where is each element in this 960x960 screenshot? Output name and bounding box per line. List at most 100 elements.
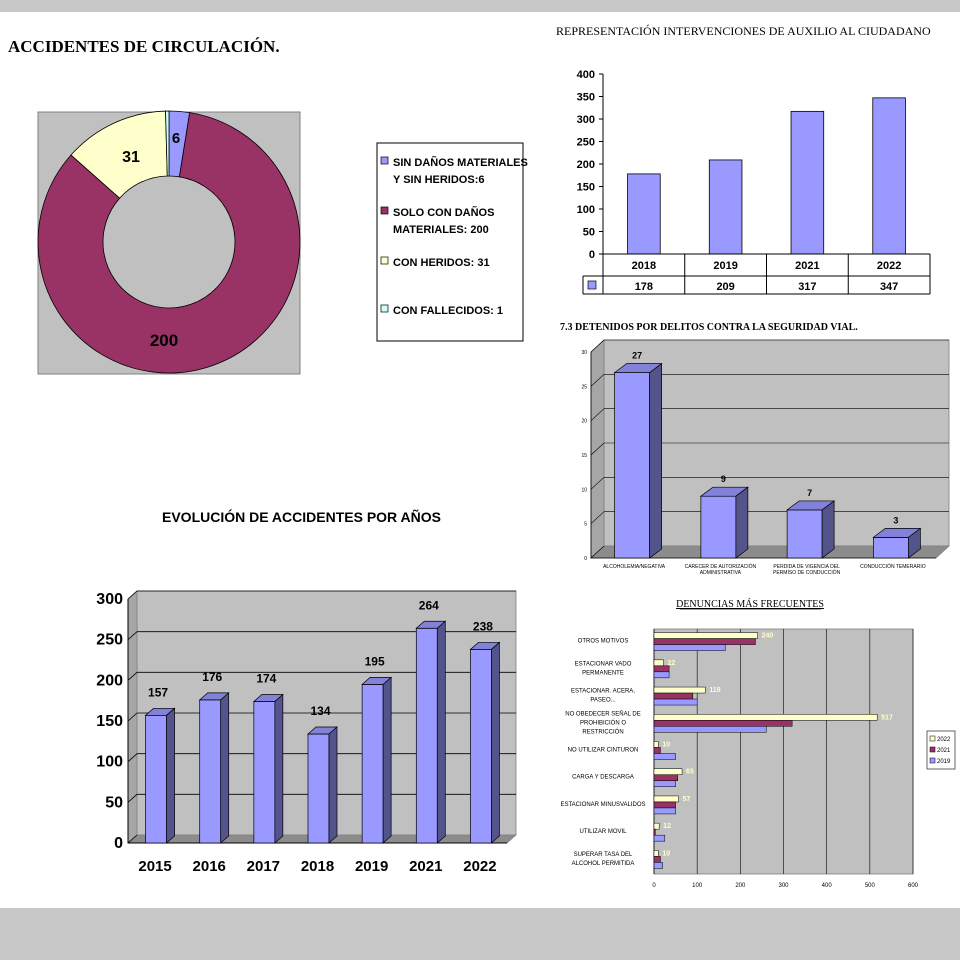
detenidos-ytick-3: 15 (581, 453, 587, 459)
denuncias-bar-2021-2 (653, 692, 694, 700)
accidentes-legend: SIN DAÑOS MATERIALES Y SIN HERIDOS:6 SOLO… (376, 142, 528, 342)
evolucion-bar-2-side (274, 693, 284, 844)
denuncias-data-label-1: 22 (667, 660, 675, 667)
detenidos-ytick-mark-4 (590, 408, 605, 421)
detenidos-bar-3-side (908, 527, 921, 559)
detenidos-bar-2-side (821, 500, 835, 559)
denuncias-ylabel-2: ESTACIONAR. ACERA, PASEO... (571, 689, 635, 704)
auxilio-bar-3 (872, 97, 906, 255)
detenidos-bar-1-side (735, 486, 749, 559)
denuncias-bar-2021-4 (653, 747, 661, 754)
denuncias-ylabel-7: UTILIZAR MOVIL (579, 829, 627, 835)
evolucion-data-label-2: 174 (256, 671, 276, 685)
detenidos-ytick-1: 5 (584, 522, 587, 528)
evolucion-ytick-4: 200 (96, 672, 123, 689)
legend-swatch-2 (380, 256, 389, 265)
pie-label-2: 31 (122, 149, 140, 166)
evolucion-xlabel-1: 2016 (193, 858, 226, 875)
evolucion-ytick-mark-4 (127, 672, 138, 681)
auxilio-table-value-2: 317 (798, 281, 816, 293)
evolucion-bar-4 (361, 684, 384, 844)
legend-swatch-1 (380, 206, 389, 215)
pie-slice-1 (37, 112, 301, 374)
pie-label-0: 6 (172, 130, 180, 147)
denuncias-ylabel-4: NO UTILIZAR CINTURON (568, 748, 639, 754)
legend-box (376, 142, 524, 342)
detenidos-ytick-4: 20 (581, 419, 587, 425)
denuncias-data-label-0: 240 (762, 633, 774, 640)
auxilio-xlabel-0: 2018 (632, 260, 656, 272)
evolucion-data-label-4: 195 (365, 654, 385, 668)
evolucion-ytick-3: 150 (96, 713, 123, 730)
auxilio-ytick-1: 50 (583, 227, 595, 239)
denuncias-bar-2022-5 (653, 768, 683, 775)
auxilio-ytick-7: 350 (577, 92, 595, 104)
denuncias-bar-2021-7 (653, 828, 656, 836)
denuncias-bar-2019-2 (653, 698, 698, 706)
denuncias-bar-2019-4 (653, 753, 676, 760)
denuncias-xtick-1: 100 (692, 883, 703, 889)
evolucion-ytick-1: 50 (105, 794, 123, 811)
denuncias-ylabel-0: OTROS MOTIVOS (578, 639, 629, 645)
denuncias-bar-2022-7 (653, 822, 660, 830)
denuncias-xtick-0: 0 (652, 883, 656, 889)
denuncias-xtick-5: 500 (865, 883, 876, 889)
denuncias-bar-2021-6 (653, 801, 676, 809)
detenidos-xlabel-2: PERDIDA DE VIGENCIA DEL PERMISO DE CONDUC… (773, 564, 841, 576)
detenidos-data-label-1: 9 (721, 474, 726, 484)
denuncias-bar-2022-2 (653, 686, 706, 694)
evolucion-data-label-1: 176 (202, 670, 222, 684)
pie-slice-3 (165, 110, 170, 177)
evolucion-data-label-6: 238 (473, 619, 493, 633)
detenidos-xlabel-0: ALCOHOLEMIA/NEGATIVA (603, 564, 666, 570)
detenidos-bar-0-side (649, 362, 662, 559)
auxilio-bar-2 (790, 110, 825, 255)
pie-label-1: 200 (150, 331, 178, 350)
detenidos-data-label-0: 27 (632, 351, 642, 361)
detenidos-title: 7.3 DETENIDOS POR DELITOS CONTRA LA SEGU… (560, 322, 858, 333)
evolucion-data-label-3: 134 (310, 704, 330, 718)
denuncias-legend-swatch-2019 (929, 757, 936, 764)
evolucion-ytick-mark-1 (127, 794, 138, 803)
legend-label-0: SIN DAÑOS MATERIALES Y SIN HERIDOS:6 (393, 156, 528, 186)
detenidos-bar-1 (700, 495, 737, 559)
denuncias-bar-2021-0 (653, 638, 756, 645)
denuncias-bar-2022-6 (653, 795, 679, 803)
evolucion-bar-6 (470, 649, 492, 844)
detenidos-data-label-2: 7 (807, 488, 812, 498)
auxilio-ytick-5: 250 (577, 137, 595, 149)
auxilio-bar-1 (708, 159, 743, 255)
auxilio-ytick-6: 300 (577, 114, 595, 126)
evolucion-ytick-5: 250 (96, 632, 123, 649)
evolucion-xlabel-6: 2022 (463, 858, 496, 875)
detenidos-ytick-5: 25 (581, 384, 587, 390)
evolucion-ytick-mark-0 (127, 834, 138, 844)
detenidos-bar-2 (786, 509, 823, 559)
evolucion-bar-2 (253, 701, 276, 844)
evolucion-ytick-mark-5 (127, 631, 138, 640)
auxilio-table-swatch (587, 280, 597, 290)
evolucion-chart: 0 50 100 150 200 250 300 157 2015 176 2016 174 2017 1… (96, 590, 518, 875)
detenidos-xlabel-3: CONDUCCIÓN TEMERARIO (860, 563, 926, 570)
denuncias-bar-2022-3 (653, 714, 878, 721)
denuncias-data-label-8: 10 (662, 850, 670, 857)
detenidos-ytick-mark-1 (590, 511, 605, 524)
denuncias-legend-swatch-2022 (929, 735, 936, 742)
denuncias-title: DENUNCIAS MÁS FRECUENTES (676, 598, 824, 610)
auxilio-ytick-2: 100 (577, 204, 595, 216)
legend-swatch-3 (380, 304, 389, 313)
evolucion-bar-4-side (382, 676, 392, 844)
denuncias-data-label-2: 119 (709, 687, 720, 694)
legend-swatch-0 (380, 156, 389, 165)
auxilio-bar-0 (627, 173, 661, 255)
accidentes-donut (37, 110, 301, 374)
auxilio-ytick-8: 400 (577, 69, 595, 81)
denuncias-legend-label-2019: 2019 (937, 759, 951, 765)
evolucion-bar-1-side (220, 692, 230, 844)
auxilio-ytick-4: 200 (577, 159, 595, 171)
evolucion-xlabel-2: 2017 (247, 858, 280, 875)
auxilio-xlabel-2: 2021 (795, 260, 819, 272)
auxilio-chart: 0 50 100 150 200 250 300 350 400 2018 178 2019 209 20… (577, 69, 931, 295)
evolucion-ytick-6: 300 (96, 591, 123, 608)
denuncias-bar-2022-4 (653, 741, 659, 748)
